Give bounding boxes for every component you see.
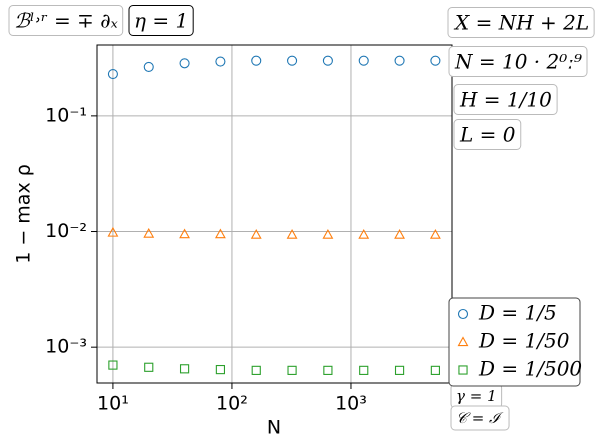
x-tick-label: 10³: [335, 393, 367, 415]
annotation-box: [450, 405, 510, 431]
annotation-text: L = 0: [459, 123, 516, 147]
annotation-text: X = NH + 2L: [453, 11, 589, 35]
annotation-text: γ = 1: [456, 387, 497, 405]
annotation-box: [448, 46, 588, 77]
legend-label: D = 1/5: [478, 301, 557, 325]
annotation-box: [128, 5, 194, 36]
data-point: [108, 360, 118, 370]
data-point: [394, 55, 405, 66]
legend-frame: [448, 297, 581, 387]
legend-label: D = 1/50: [478, 329, 570, 353]
x-tick-label: 10¹: [97, 393, 129, 415]
annotation: X = NH + 2L: [447, 7, 595, 38]
annotation-box: [453, 84, 558, 115]
data-point: [250, 228, 262, 239]
y-tick-label: 10⁻²: [45, 220, 87, 242]
data-point: [215, 56, 226, 67]
data-point: [144, 362, 154, 372]
data-point: [179, 228, 191, 239]
legend-marker: [457, 308, 469, 320]
data-point: [215, 364, 226, 375]
data-point: [429, 228, 441, 239]
data-point: [358, 228, 370, 239]
data-point: [107, 68, 118, 80]
data-point: [286, 228, 298, 239]
data-point: [287, 365, 297, 375]
data-point: [430, 55, 441, 66]
data-point: [323, 365, 333, 375]
data-point: [143, 227, 155, 238]
data-point: [322, 55, 333, 66]
annotation: ℬˡ˒ʳ = ∓ ∂ₓ: [8, 5, 124, 36]
data-point: [394, 228, 405, 239]
annotation: H = 1/10: [453, 84, 558, 115]
annotation-box: [8, 5, 124, 36]
data-point: [214, 228, 226, 239]
x-tick-label: 10²: [216, 393, 248, 415]
legend-marker: [458, 365, 468, 375]
data-point: [107, 226, 119, 237]
data-point: [358, 55, 369, 66]
y-axis-label: 1 − max ρ: [13, 164, 35, 264]
annotation-text: H = 1/10: [459, 88, 552, 112]
annotation: L = 0: [453, 119, 522, 150]
data-point: [359, 365, 369, 375]
legend: D = 1/5 D = 1/50 D = 1/500: [448, 297, 582, 387]
annotation-text: N = 10 · 2⁰ː⁹: [454, 50, 582, 74]
data-point: [251, 55, 262, 66]
y-tick-label: 10⁻³: [45, 336, 87, 358]
data-point: [143, 61, 154, 72]
data-point: [394, 365, 405, 375]
data-point: [179, 364, 190, 374]
legend-marker: [457, 336, 469, 347]
data-point: [430, 365, 440, 375]
annotation-box: [447, 7, 595, 38]
annotation-text: η = 1: [134, 9, 188, 33]
annotation-box: [453, 119, 522, 150]
data-point: [322, 228, 334, 239]
y-tick-label: 10⁻¹: [45, 104, 87, 126]
annotation: 𝒞 = ℐ: [450, 405, 510, 431]
annotation: η = 1: [128, 5, 194, 36]
data-point: [179, 58, 190, 69]
data-point: [251, 365, 261, 375]
x-axis-label: N: [267, 417, 281, 439]
annotation-text: 𝒞 = ℐ: [456, 409, 504, 427]
data-point: [287, 55, 298, 66]
annotation: γ = 1: [450, 383, 503, 409]
annotation: N = 10 · 2⁰ː⁹: [448, 46, 588, 77]
annotation-text: ℬˡ˒ʳ = ∓ ∂ₓ: [14, 9, 118, 33]
legend-label: D = 1/500: [478, 357, 582, 381]
plot-frame: [96, 44, 453, 384]
